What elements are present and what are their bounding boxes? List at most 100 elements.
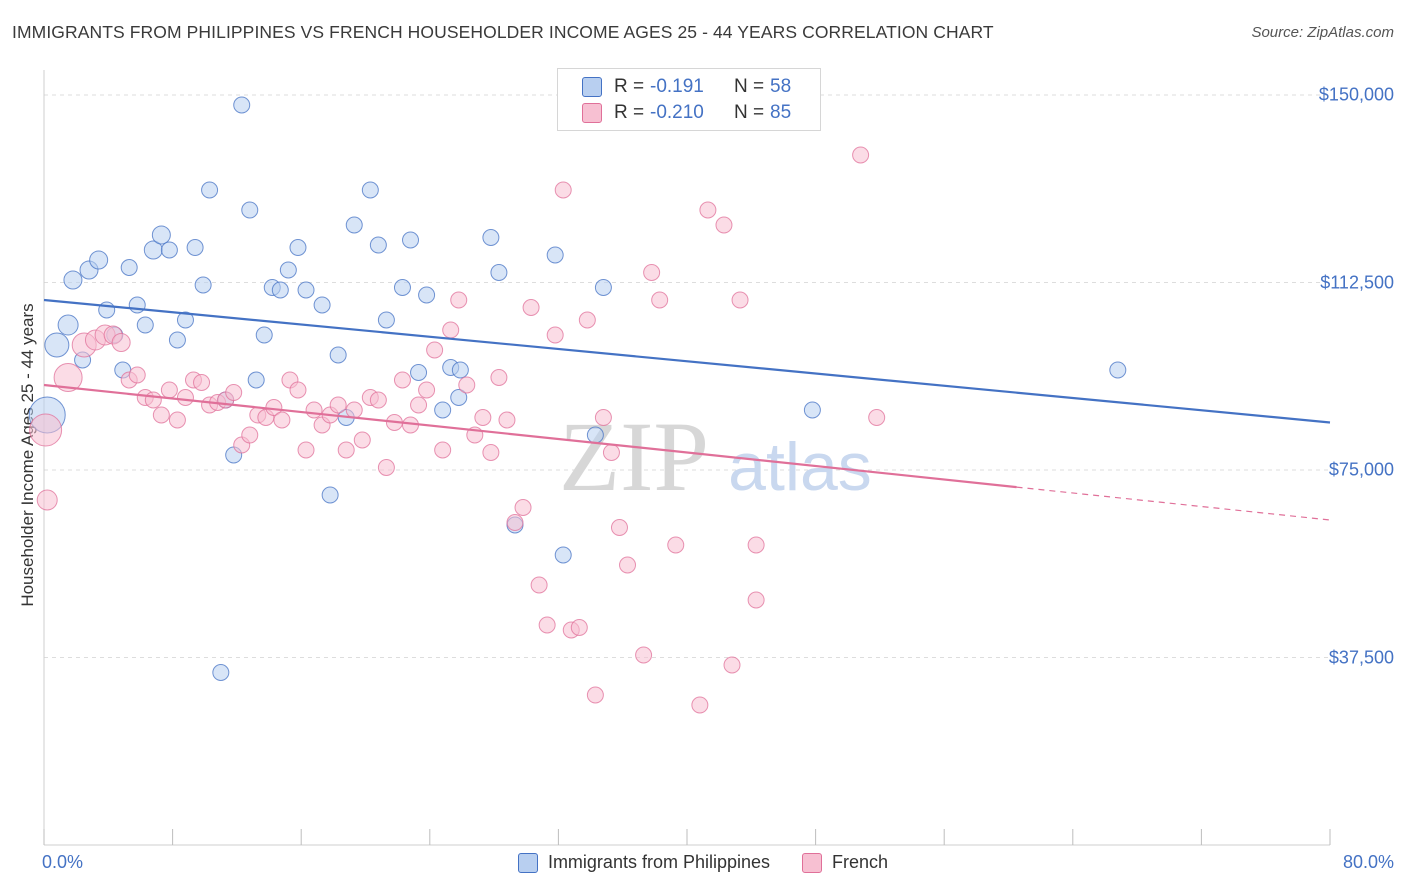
data-point [450, 291, 468, 309]
data-point [186, 239, 204, 256]
data-point [410, 396, 428, 414]
data-point [377, 459, 395, 476]
data-point [271, 281, 289, 299]
data-point [747, 591, 765, 609]
data-point [289, 239, 307, 256]
data-point [176, 311, 194, 329]
data-point [482, 229, 500, 246]
data-point [168, 331, 186, 349]
data-point [643, 264, 661, 281]
stats-legend: R = -0.191 N = 58 R = -0.210 N = 85 [557, 68, 821, 131]
data-point [369, 236, 387, 254]
data-point [297, 441, 315, 459]
data-point [255, 326, 273, 344]
trend-line [43, 298, 1331, 424]
stats-legend-row-philippines: R = -0.191 N = 58 [582, 75, 791, 99]
data-point [273, 411, 291, 429]
data-point [393, 279, 411, 296]
data-point [442, 321, 460, 339]
data-point [514, 499, 532, 516]
data-point [554, 546, 572, 564]
data-point [89, 250, 109, 270]
data-point [474, 409, 492, 426]
data-point [53, 363, 83, 392]
data-point [279, 261, 297, 279]
data-point [546, 326, 564, 344]
data-point [578, 311, 596, 329]
data-point [321, 486, 339, 504]
data-point [410, 364, 428, 381]
data-point [498, 411, 516, 429]
data-point [803, 401, 821, 419]
data-point [522, 299, 540, 316]
data-point [152, 406, 170, 424]
legend-n-value: 85 [770, 102, 792, 123]
y-tick-label: $112,500 [1320, 272, 1394, 292]
data-point [490, 264, 508, 281]
data-point [490, 369, 508, 386]
y-tick-label: $150,000 [1318, 84, 1394, 105]
data-point [554, 181, 572, 199]
data-point [1109, 361, 1127, 379]
data-point [602, 444, 620, 461]
data-point [44, 332, 70, 358]
data-point [128, 296, 146, 314]
data-point [731, 291, 749, 309]
data-point [29, 413, 63, 447]
data-point [506, 514, 524, 531]
data-point [530, 576, 548, 594]
data-point [212, 664, 230, 681]
data-point [176, 389, 194, 406]
data-point [160, 241, 178, 259]
data-point [289, 381, 307, 399]
data-point [418, 286, 436, 304]
data-point [247, 371, 265, 389]
data-point [377, 311, 395, 329]
data-point [313, 296, 331, 314]
data-point [369, 391, 387, 409]
data-point [329, 346, 347, 364]
trend-line [43, 383, 1017, 489]
data-point [715, 216, 733, 234]
series-legend-label: French [832, 852, 889, 872]
data-point [201, 181, 219, 199]
data-point [329, 396, 347, 414]
data-point [450, 389, 468, 406]
chart-title: IMMIGRANTS FROM PHILIPPINES VS FRENCH HO… [12, 22, 994, 42]
legend-swatch-blue [517, 852, 538, 873]
data-point [193, 374, 211, 391]
data-point [538, 616, 556, 634]
data-point [868, 409, 886, 426]
data-point [586, 686, 604, 704]
data-point [402, 231, 420, 249]
data-point [691, 696, 709, 714]
data-point [57, 314, 79, 336]
series-legend-item-french[interactable]: French [802, 852, 888, 873]
data-point [353, 431, 371, 449]
stats-legend-row-french: R = -0.210 N = 85 [582, 101, 791, 125]
data-point [619, 556, 637, 574]
legend-swatch-blue [582, 77, 602, 97]
data-point [345, 401, 363, 419]
data-point [111, 333, 131, 352]
trend-line-extrapolated [1016, 486, 1331, 521]
data-point [667, 536, 685, 554]
legend-r-value: -0.210 [650, 102, 704, 123]
data-point [241, 426, 259, 444]
data-point [120, 259, 138, 276]
data-point [852, 146, 870, 164]
data-point [144, 391, 162, 409]
data-point [128, 366, 146, 384]
data-point [297, 281, 315, 299]
legend-r-label: R = [614, 102, 645, 123]
data-point [426, 341, 444, 359]
series-legend-item-philippines[interactable]: Immigrants from Philippines [517, 852, 770, 873]
data-point [594, 409, 612, 426]
legend-r-label: R = [614, 76, 645, 97]
data-point [361, 181, 379, 199]
data-point [393, 371, 411, 389]
data-point [36, 489, 58, 511]
data-point [345, 216, 363, 234]
data-point [458, 376, 476, 394]
